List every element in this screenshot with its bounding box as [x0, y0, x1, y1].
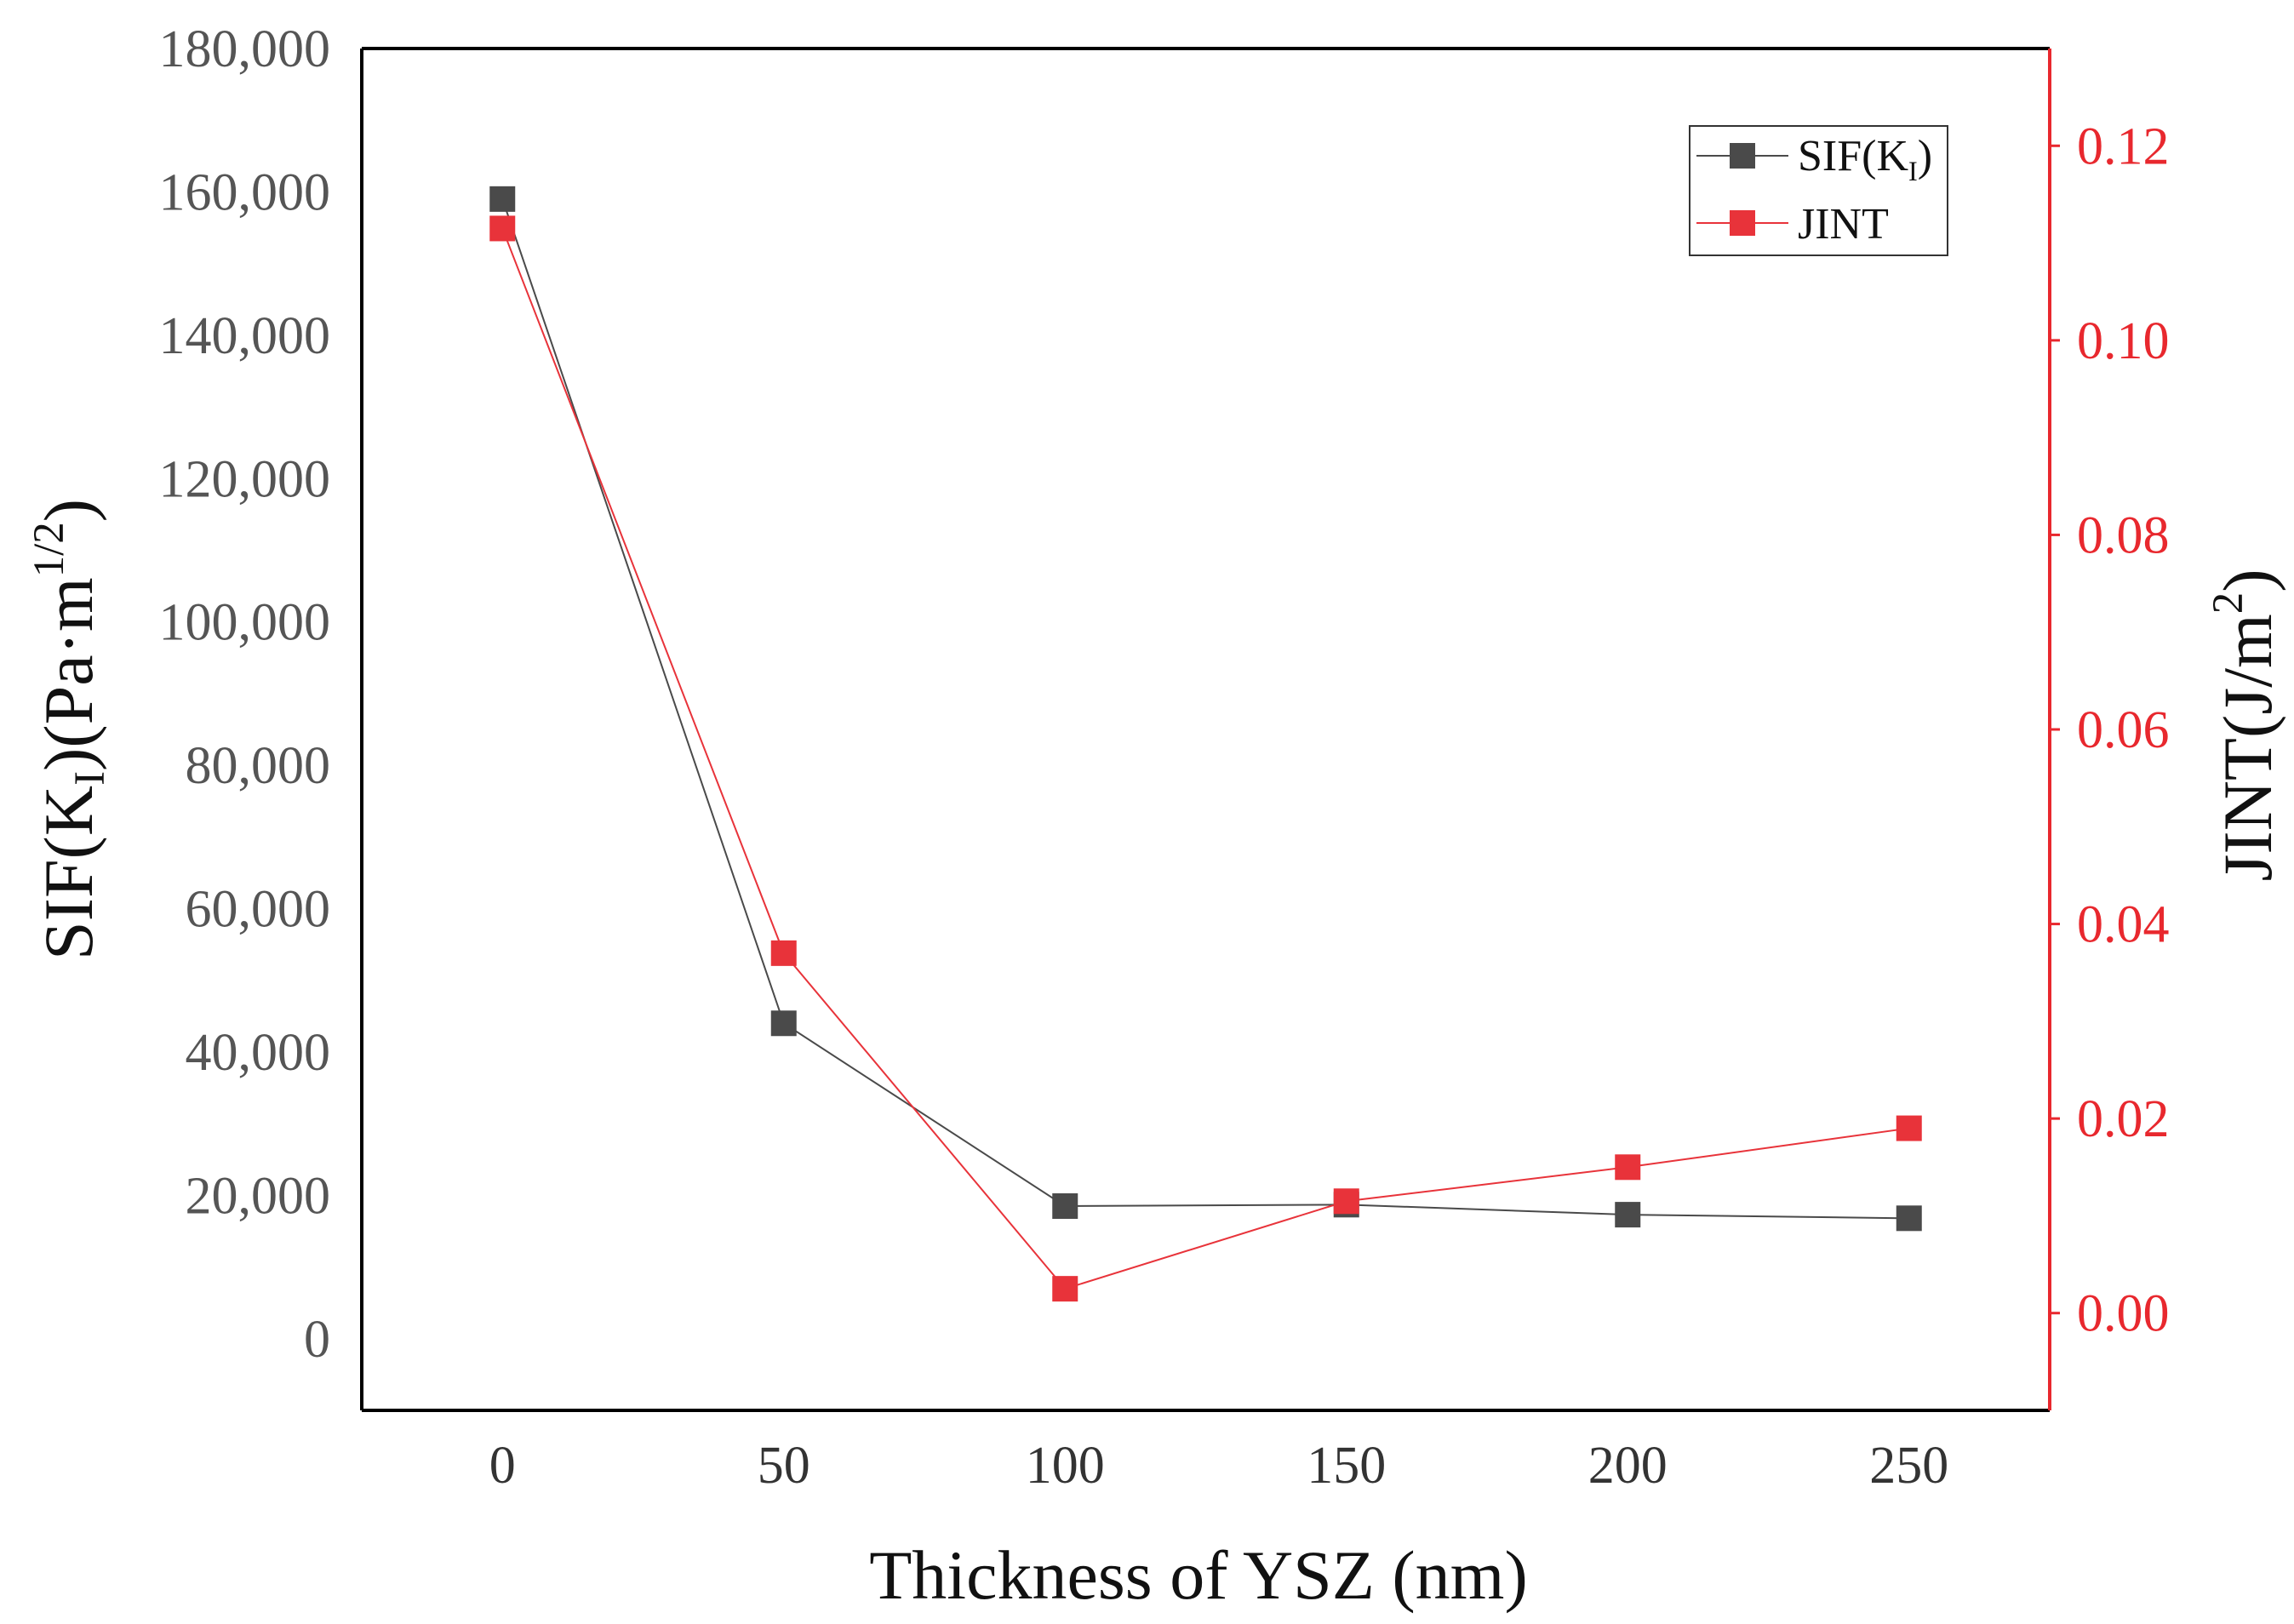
right-y-tick-label: 0.08 [2077, 506, 2170, 564]
left-y-title-sup: 1/2 [25, 522, 72, 577]
x-tick-label: 150 [1307, 1437, 1386, 1495]
left-y-tick-label: 20,000 [186, 1167, 331, 1225]
left-y-axis-title: SIF(KI)(Pa·m1/2) [25, 499, 113, 960]
sif-data-point [770, 1010, 797, 1037]
right-y-tick-label: 0.02 [2077, 1090, 2170, 1148]
jint-data-point [1896, 1115, 1922, 1141]
sif-series-line [501, 198, 1909, 1220]
right-y-title-end: ) [2209, 569, 2286, 592]
left-y-tick-label: 160,000 [159, 163, 331, 221]
right-y-title-main: JINT(J/m [2209, 614, 2286, 881]
jint-data-point [1052, 1276, 1078, 1302]
left-y-tick-label: 100,000 [159, 594, 331, 652]
left-y-tick-label: 40,000 [186, 1024, 331, 1082]
legend: SIF(KI) JINT [1689, 125, 1948, 256]
sif-data-point [1615, 1202, 1641, 1228]
right-y-tick-label: 0.04 [2077, 896, 2170, 954]
left-y-tick-label: 120,000 [159, 450, 331, 508]
left-y-tick-label: 60,000 [186, 881, 331, 939]
legend-jint-marker [1730, 210, 1755, 236]
left-y-tick-label: 80,000 [186, 737, 331, 795]
legend-sif-label: SIF(KI) [1798, 132, 1932, 186]
series-lines [501, 198, 1909, 1290]
right-y-tick-label: 0.00 [2077, 1285, 2170, 1343]
left-y-title-main: SIF(K [30, 786, 107, 960]
right-y-tick-labels: 0.00 0.02 0.04 0.06 0.08 0.10 0.12 [2050, 117, 2170, 1343]
left-y-title-end: ) [30, 499, 107, 522]
x-tick-label: 100 [1026, 1437, 1105, 1495]
x-tick-label: 250 [1869, 1437, 1948, 1495]
left-y-title-sub: I [66, 771, 113, 786]
jint-data-point [1333, 1188, 1359, 1215]
jint-data-point [770, 940, 797, 966]
right-y-tick-label: 0.06 [2077, 701, 2170, 759]
left-y-title-mid: )(Pa·m [30, 577, 107, 771]
x-tick-label: 50 [758, 1437, 810, 1495]
right-y-title-sup: 2 [2204, 592, 2251, 614]
x-tick-label: 0 [489, 1437, 516, 1495]
right-y-tick-label: 0.10 [2077, 312, 2170, 370]
legend-jint-label: JINT [1798, 200, 1889, 249]
x-axis-title: Thickness of YSZ (nm) [869, 1536, 1528, 1614]
sif-data-point [1052, 1193, 1078, 1219]
jint-data-point [1615, 1154, 1641, 1181]
left-y-tick-label: 0 [304, 1311, 330, 1369]
left-y-tick-labels: 0 20,000 40,000 60,000 80,000 100,000 120,000 1… [159, 20, 331, 1369]
jint-series-line [501, 228, 1909, 1290]
series-points [489, 186, 1922, 1302]
legend-sif-marker [1730, 143, 1755, 169]
left-y-tick-label: 180,000 [159, 20, 331, 78]
right-y-tick-label: 0.12 [2077, 117, 2170, 175]
right-y-axis-title: JINT(J/m2) [2204, 569, 2286, 881]
x-tick-label: 200 [1588, 1437, 1668, 1495]
sif-data-point [489, 186, 516, 212]
x-tick-labels: 0 50 100 150 200 250 [489, 1437, 1949, 1495]
sif-data-point [1896, 1205, 1922, 1232]
jint-data-point [489, 215, 516, 242]
left-y-tick-label: 140,000 [159, 307, 331, 365]
